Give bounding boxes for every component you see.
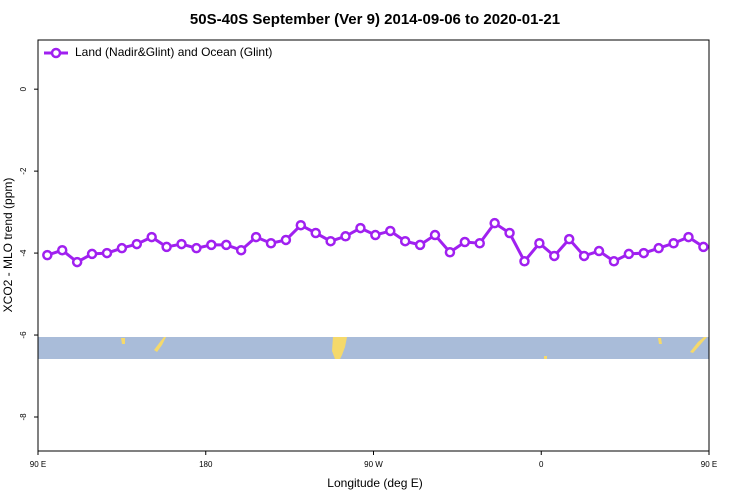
point <box>206 239 217 251</box>
point <box>534 237 545 249</box>
point <box>146 231 157 243</box>
point <box>385 225 396 237</box>
legend-marker <box>50 47 62 59</box>
point <box>683 231 694 243</box>
point <box>668 237 679 249</box>
point <box>191 242 202 254</box>
point <box>414 239 426 251</box>
point <box>563 233 575 245</box>
land-patches <box>121 337 707 359</box>
point <box>399 235 411 247</box>
point <box>608 256 620 267</box>
point <box>101 247 113 259</box>
point <box>474 237 485 249</box>
point <box>429 229 441 241</box>
y-tick-label: -4 <box>19 249 28 257</box>
x-tick-label: 90 E <box>30 460 46 469</box>
point <box>593 245 605 257</box>
map-strip <box>38 337 709 359</box>
point <box>265 237 277 249</box>
point <box>459 236 471 248</box>
point <box>71 256 83 268</box>
y-axis-label: XCO2 - MLO trend (ppm) <box>1 178 15 313</box>
point <box>504 227 515 239</box>
point <box>250 231 262 243</box>
x-tick-label: 0 <box>539 460 544 469</box>
point <box>355 222 366 234</box>
series-line <box>46 221 705 264</box>
point <box>161 241 172 253</box>
point <box>340 231 351 242</box>
point <box>221 239 232 251</box>
point <box>489 217 500 229</box>
point <box>578 250 590 262</box>
legend-label: Land (Nadir&Glint) and Ocean (Glint) <box>75 45 272 59</box>
point <box>42 249 53 261</box>
point <box>295 219 307 231</box>
x-axis-label: Longitude (deg E) <box>327 476 422 490</box>
y-tick-label: -6 <box>19 331 28 339</box>
y-tick-label: 0 <box>19 86 28 91</box>
point <box>444 247 456 258</box>
x-tick-label: 90 W <box>364 460 383 469</box>
point <box>638 247 650 259</box>
point <box>131 238 143 250</box>
point <box>235 244 247 256</box>
y-tick-label: -8 <box>19 413 28 421</box>
point <box>280 234 292 246</box>
point <box>519 256 530 267</box>
y-tick-label: -2 <box>19 167 28 175</box>
point <box>623 248 635 260</box>
point <box>325 235 336 247</box>
point <box>86 248 98 260</box>
point <box>176 238 187 250</box>
x-tick-label: 90 E <box>701 460 717 469</box>
point <box>698 241 709 253</box>
chart-title: 50S-40S September (Ver 9) 2014-09-06 to … <box>190 11 560 28</box>
point <box>370 229 381 241</box>
point <box>549 250 560 262</box>
point <box>653 242 664 254</box>
point <box>116 242 128 254</box>
point <box>56 244 68 256</box>
x-tick-label: 180 <box>199 460 213 469</box>
point <box>310 227 321 239</box>
